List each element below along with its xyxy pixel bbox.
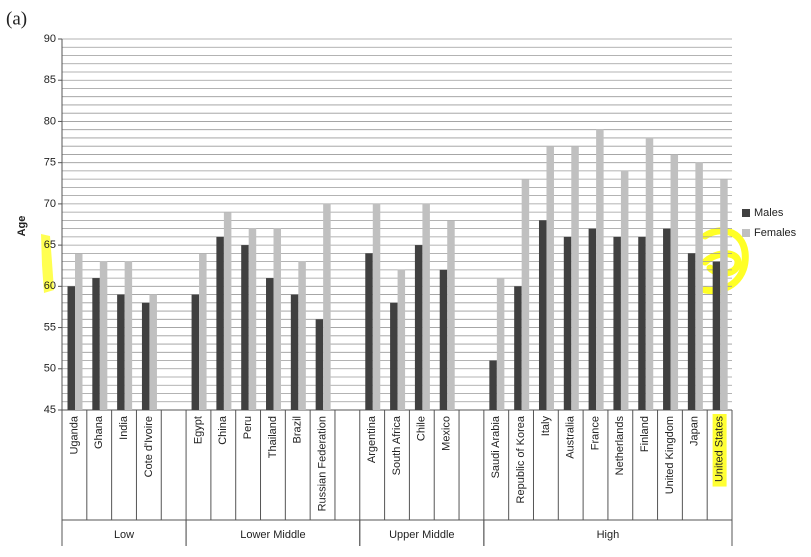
bar bbox=[514, 286, 522, 410]
x-tick-label: Peru bbox=[242, 416, 254, 439]
y-tick-label: 55 bbox=[44, 321, 56, 333]
bar bbox=[521, 179, 530, 410]
bar bbox=[439, 269, 448, 410]
bar bbox=[372, 203, 381, 410]
y-tick-label: 50 bbox=[44, 363, 56, 375]
bar bbox=[67, 286, 75, 410]
bar bbox=[92, 278, 100, 410]
bar bbox=[273, 228, 282, 410]
x-tick-label: United Kingdom bbox=[664, 416, 676, 494]
bar bbox=[390, 302, 398, 410]
group-label: Upper Middle bbox=[389, 529, 454, 541]
bar bbox=[290, 294, 299, 410]
x-tick-label: Egypt bbox=[192, 416, 204, 444]
bar bbox=[620, 170, 629, 410]
y-tick-label: 80 bbox=[44, 115, 56, 127]
y-axis-label: Age bbox=[16, 216, 28, 237]
y-tick-label: 75 bbox=[44, 157, 56, 169]
bar bbox=[687, 253, 696, 410]
group-label: High bbox=[597, 529, 620, 541]
bar bbox=[670, 154, 679, 410]
x-tick-label: Saudi Arabia bbox=[490, 415, 502, 478]
x-tick-label: Thailand bbox=[267, 416, 279, 458]
bar bbox=[588, 228, 597, 410]
bar bbox=[75, 253, 83, 410]
bar bbox=[397, 269, 406, 410]
highlight bbox=[41, 234, 54, 293]
y-tick-label: 85 bbox=[44, 74, 56, 86]
bar bbox=[241, 245, 249, 410]
x-tick-label: Argentina bbox=[366, 415, 378, 463]
legend-swatch bbox=[742, 209, 750, 217]
bar bbox=[546, 146, 554, 410]
x-tick-label: France bbox=[589, 416, 601, 450]
x-tick-label: India bbox=[118, 415, 130, 440]
y-tick-label: 60 bbox=[44, 280, 56, 292]
y-tick-label: 45 bbox=[44, 404, 56, 416]
bar bbox=[712, 261, 721, 410]
x-tick-label: Netherlands bbox=[614, 416, 626, 476]
bar bbox=[365, 253, 373, 410]
x-tick-label: Cote d'Ivoire bbox=[143, 416, 155, 477]
bar bbox=[141, 302, 150, 410]
group-label: Low bbox=[114, 529, 134, 541]
y-tick-label: 65 bbox=[44, 239, 56, 251]
bar bbox=[124, 261, 133, 410]
bar bbox=[216, 236, 224, 410]
legend-label: Females bbox=[754, 227, 797, 239]
x-tick-label: China bbox=[217, 415, 229, 445]
x-tick-label: Australia bbox=[565, 415, 577, 459]
bar bbox=[538, 220, 547, 410]
x-tick-label: Brazil bbox=[292, 416, 304, 444]
bar bbox=[720, 179, 728, 410]
bar bbox=[223, 212, 232, 410]
chart-title: (a) bbox=[6, 8, 27, 29]
bar bbox=[199, 253, 207, 410]
bar bbox=[149, 294, 157, 410]
bar bbox=[191, 294, 200, 410]
bar bbox=[315, 319, 324, 410]
bar bbox=[422, 203, 430, 410]
x-tick-label: Republic of Korea bbox=[515, 415, 527, 503]
group-label: Lower Middle bbox=[240, 529, 305, 541]
x-tick-label: Chile bbox=[416, 416, 428, 441]
bar bbox=[298, 261, 306, 410]
bar bbox=[414, 245, 423, 410]
bar bbox=[489, 360, 497, 410]
x-tick-label: Italy bbox=[540, 416, 552, 437]
bar bbox=[695, 162, 703, 410]
bar bbox=[571, 146, 579, 410]
bar bbox=[248, 228, 257, 410]
x-tick-label: Russian Federation bbox=[316, 416, 328, 511]
x-tick-label: Mexico bbox=[441, 416, 453, 451]
y-tick-label: 70 bbox=[44, 198, 56, 210]
bar bbox=[99, 261, 108, 410]
bar bbox=[645, 137, 654, 410]
bar bbox=[638, 236, 646, 410]
y-tick-label: 90 bbox=[44, 33, 56, 45]
bar bbox=[563, 236, 572, 410]
bar bbox=[266, 278, 274, 410]
x-tick-label: Uganda bbox=[68, 415, 80, 454]
x-tick-label: Finland bbox=[639, 416, 651, 452]
x-tick-label: Ghana bbox=[93, 415, 105, 449]
legend-swatch bbox=[742, 229, 750, 237]
bar bbox=[496, 278, 505, 410]
bar bbox=[663, 228, 671, 410]
bar bbox=[613, 236, 621, 410]
x-tick-label: United States bbox=[713, 416, 725, 483]
x-tick-label: South Africa bbox=[391, 415, 403, 475]
legend-label: Males bbox=[754, 207, 784, 219]
bar bbox=[117, 294, 125, 410]
bar bbox=[596, 129, 604, 410]
bar bbox=[323, 203, 331, 410]
highlight bbox=[712, 414, 727, 487]
bar bbox=[447, 220, 455, 410]
x-tick-label: Japan bbox=[689, 416, 701, 446]
